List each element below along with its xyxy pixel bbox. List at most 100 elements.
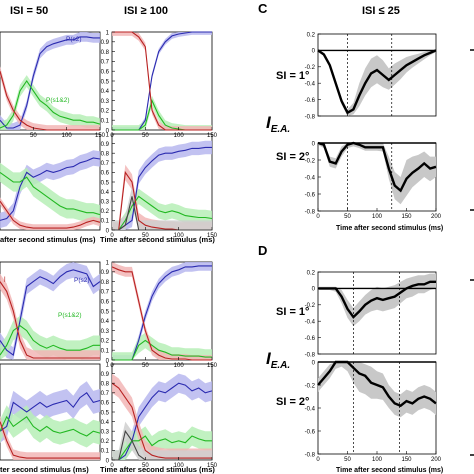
y-tick-label: -0.8 xyxy=(305,114,316,120)
legend-ps2-bottom: P(s2) xyxy=(74,277,90,284)
x-tick-label: 150 xyxy=(207,463,218,469)
series-line xyxy=(0,421,100,459)
y-tick-label: 0.3 xyxy=(101,329,110,335)
y-tick-label: 0.1 xyxy=(101,119,110,125)
y-tick-label: 0.4 xyxy=(101,89,110,95)
series-line xyxy=(112,339,212,361)
y-tick-label: 0.2 xyxy=(307,270,316,276)
legend-ps12-bottom: P(s1&2) xyxy=(58,312,81,319)
y-tick-label: 0.6 xyxy=(101,171,110,177)
row-label-si1-c: SI = 1° xyxy=(276,70,309,82)
series-line xyxy=(0,392,101,432)
confidence-band xyxy=(0,32,100,130)
series-line xyxy=(0,71,100,131)
series-line xyxy=(112,435,212,461)
series-line xyxy=(0,281,100,359)
y-tick-label: -0.4 xyxy=(305,175,316,181)
x-tick-label: 100 xyxy=(62,133,73,139)
y-tick-label: -0.4 xyxy=(305,406,316,412)
confidence-band xyxy=(112,262,212,360)
series-line xyxy=(317,49,437,115)
series-line xyxy=(0,200,101,229)
y-tick-label: 0 xyxy=(106,128,110,134)
x-tick-label: 50 xyxy=(344,214,351,220)
x-tick-label: 150 xyxy=(401,457,412,463)
chart-panel: 0-0.2-0.4-0.6-0.80 50 100 150 200 xyxy=(305,141,442,220)
legend-ps2-top: P(s2) xyxy=(66,36,82,43)
y-tick-label: 1 xyxy=(106,132,110,138)
y-tick-label: -0.6 xyxy=(305,336,316,342)
legend-ps12-top: P(s1&2) xyxy=(46,97,69,104)
x-tick-label: 100 xyxy=(372,214,383,220)
y-tick-label: 0.8 xyxy=(101,152,110,158)
panel-letter-d: D xyxy=(258,243,267,258)
confidence-band xyxy=(0,405,100,448)
ylabel-iea-c: IE.A. xyxy=(266,113,290,135)
chart-panel: 0 0.1 0.2 0.3 0.4 0.5 0.6 0.7 0.8 0.9 1 0 50 100 150 xyxy=(101,362,218,469)
y-tick-label: 0.8 xyxy=(101,280,110,286)
y-tick-label: -0.6 xyxy=(305,98,316,104)
y-tick-label: 0.3 xyxy=(101,200,110,206)
row-label-si2-c: SI = 2° xyxy=(276,151,309,163)
x-tick-label: 200 xyxy=(431,214,442,220)
series-line xyxy=(112,429,212,461)
y-tick-label: 0.3 xyxy=(101,99,110,105)
x-tick-label: 100 xyxy=(372,457,383,463)
y-tick-label: 0.5 xyxy=(101,79,110,85)
y-tick-label: -0.4 xyxy=(305,320,316,326)
y-tick-label: 0.8 xyxy=(101,382,110,388)
y-tick-label: -0.8 xyxy=(305,209,316,215)
y-tick-label: 0.7 xyxy=(101,290,110,296)
series-line xyxy=(317,141,437,193)
series-line xyxy=(0,157,101,221)
xlabel-d: Time after second stimulus (ms) xyxy=(336,467,443,474)
y-tick-label: 0.9 xyxy=(101,142,110,148)
chart-panel xyxy=(0,133,101,231)
y-tick-label: 0.7 xyxy=(101,60,110,66)
series-line xyxy=(0,36,100,129)
y-tick-label: 0.9 xyxy=(101,270,110,276)
x-tick-label: 100 xyxy=(174,463,185,469)
confidence-band xyxy=(318,273,436,327)
confidence-band xyxy=(0,381,100,443)
y-tick-label: 0.2 xyxy=(101,339,110,345)
y-tick-label: -0.8 xyxy=(305,352,316,358)
y-tick-label: 0.4 xyxy=(101,319,110,325)
y-tick-label: 0.6 xyxy=(101,401,110,407)
confidence-band xyxy=(112,373,212,460)
y-tick-label: 0.2 xyxy=(101,209,110,215)
y-tick-label: 0.4 xyxy=(101,420,110,426)
xlabel-mid-bottom: Time after second stimulus (ms) xyxy=(100,465,215,474)
y-tick-label: 1 xyxy=(106,30,110,36)
y-tick-label: 0.7 xyxy=(101,161,110,167)
y-tick-label: -0.2 xyxy=(305,158,316,164)
legend-cut-label: l xyxy=(4,277,6,284)
y-tick-label: 0.6 xyxy=(101,300,110,306)
series-line xyxy=(112,196,212,231)
y-tick-label: 0.2 xyxy=(101,109,110,115)
confidence-band xyxy=(0,315,100,360)
header-isi-50: ISI = 50 xyxy=(10,5,48,17)
y-tick-label: 0.2 xyxy=(101,439,110,445)
confidence-band xyxy=(0,75,100,130)
chart-panel: 0.2 0 -0.2 -0.4 -0.6 -0.8 xyxy=(305,270,437,358)
xlabel-left-bottom: ter second stimulus (ms) xyxy=(0,465,89,474)
y-tick-label: 0 xyxy=(312,360,316,366)
series-line xyxy=(112,31,212,131)
chart-panel: 50 100 150 xyxy=(0,31,106,139)
y-tick-label: -0.6 xyxy=(305,192,316,198)
xlabel-c: Time after second stimulus (ms) xyxy=(336,225,443,232)
confidence-band xyxy=(318,362,436,418)
y-tick-label: 1 xyxy=(106,362,110,368)
y-tick-label: -0.2 xyxy=(305,383,316,389)
panel-letter-c: C xyxy=(258,1,268,16)
xlabel-left-top: after second stimulus (ms) xyxy=(0,235,96,244)
y-tick-label: 0.9 xyxy=(101,372,110,378)
y-tick-label: 0.6 xyxy=(101,70,110,76)
y-tick-label: 0 xyxy=(106,228,110,234)
y-tick-label: 0.5 xyxy=(101,410,110,416)
series-line xyxy=(0,80,101,129)
confidence-band xyxy=(112,262,212,360)
x-tick-label: 0 xyxy=(316,457,320,463)
y-tick-label: 0.5 xyxy=(101,180,110,186)
